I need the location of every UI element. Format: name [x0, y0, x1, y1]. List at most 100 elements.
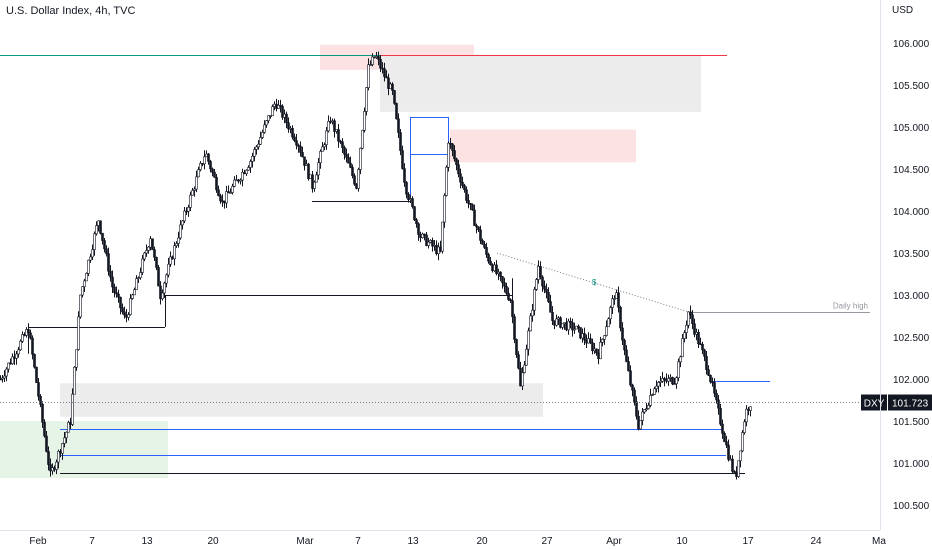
candle — [99, 220, 102, 235]
candle — [255, 145, 258, 155]
time-axis[interactable]: Feb 7 13 20 Mar 7 13 20 27 Apr 10 17 24 Ma — [0, 530, 886, 548]
candle-body — [205, 153, 208, 158]
candle — [121, 303, 124, 315]
candle-body — [697, 332, 700, 345]
candle-body — [513, 316, 516, 340]
candle-body — [531, 309, 534, 317]
candle — [15, 351, 18, 365]
candle-body — [191, 190, 194, 196]
candle — [407, 192, 410, 203]
price-axis[interactable]: 106.000 105.500 105.000 104.500 104.000 103.5… — [880, 0, 930, 530]
candle-body — [203, 156, 206, 165]
candle — [325, 127, 328, 150]
last-price-value-tag — [888, 394, 932, 411]
candle-body — [663, 378, 666, 381]
candle — [677, 358, 680, 382]
candle-body — [467, 200, 470, 204]
time-tick-label: Apr — [606, 536, 622, 547]
candle — [619, 305, 622, 332]
candle — [201, 163, 204, 167]
candle-body — [645, 408, 648, 410]
candle — [509, 298, 512, 303]
candle-body — [525, 348, 528, 366]
candle — [13, 350, 16, 365]
candle-body — [533, 289, 536, 311]
candle-body — [725, 441, 728, 446]
candle-body — [619, 307, 622, 329]
candle — [507, 287, 510, 302]
candle — [671, 376, 674, 386]
candle-body — [57, 451, 60, 463]
candle-body — [31, 337, 34, 355]
candle-body — [679, 356, 682, 363]
candle — [569, 317, 572, 329]
candle — [541, 275, 544, 292]
candle-body — [357, 169, 360, 189]
candle — [321, 142, 324, 152]
candle — [213, 168, 216, 178]
candle — [387, 73, 390, 96]
candle-body — [675, 377, 678, 385]
candle-body — [43, 421, 46, 437]
candle-body — [137, 277, 140, 279]
time-tick-label: 7 — [89, 536, 95, 547]
candle-body — [47, 451, 50, 465]
candle — [61, 442, 64, 460]
candle-body — [385, 76, 388, 79]
candle — [179, 220, 182, 240]
candle-body — [201, 163, 204, 165]
candle — [701, 341, 704, 355]
candle-body — [103, 240, 106, 250]
candle — [393, 89, 396, 105]
candle-body — [713, 382, 716, 394]
candle-body — [325, 130, 328, 146]
candle-body — [143, 252, 146, 260]
candle-body — [135, 278, 138, 290]
price-tick-label: 104.500 — [893, 165, 930, 176]
candle-body — [307, 163, 310, 179]
candle — [63, 431, 66, 448]
candle-body — [569, 320, 572, 323]
candle — [243, 169, 246, 175]
candle-body — [603, 335, 606, 340]
candle — [461, 176, 464, 189]
trendline-layer: $ — [496, 252, 689, 313]
candle-body — [511, 300, 514, 318]
time-tick-label: 20 — [207, 536, 219, 547]
candle — [641, 408, 644, 426]
candle-body — [383, 68, 386, 77]
candle — [379, 54, 382, 73]
candle-body — [709, 374, 712, 383]
candle-body — [649, 395, 652, 406]
candle-body — [225, 191, 228, 204]
candle-body — [523, 364, 526, 373]
candle — [477, 226, 480, 232]
candle — [363, 107, 366, 133]
candle — [311, 170, 314, 193]
candle — [345, 148, 348, 163]
candle — [643, 409, 646, 414]
candle — [479, 225, 482, 245]
candle-body — [115, 292, 118, 295]
candle-body — [0, 378, 2, 381]
candle — [715, 389, 718, 404]
candle — [667, 374, 670, 386]
candle-body — [371, 56, 374, 65]
candle-body — [471, 204, 474, 211]
candle-body — [417, 223, 420, 235]
candle — [577, 324, 580, 333]
candle — [95, 221, 98, 236]
candle-body — [359, 147, 362, 170]
candle-body — [481, 240, 484, 245]
candle-body — [479, 229, 482, 241]
candle — [337, 124, 340, 148]
candle-body — [623, 339, 626, 351]
candle-body — [701, 343, 704, 351]
candle-body — [341, 141, 344, 148]
candle — [5, 367, 8, 382]
candle — [611, 295, 614, 314]
candle — [153, 246, 156, 262]
candle-body — [211, 168, 214, 173]
candle — [177, 231, 180, 248]
